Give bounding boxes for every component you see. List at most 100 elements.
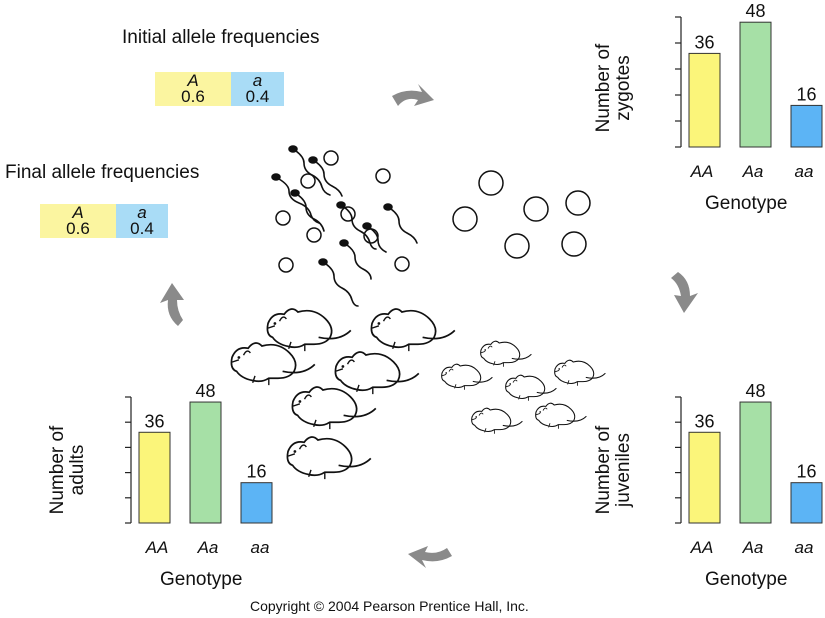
juveniles-value-label-AA: 36 [694, 411, 714, 431]
adults-y-axis-label-line2: adults [67, 444, 88, 496]
juveniles-tick-Aa: Aa [742, 538, 764, 557]
adults-tick-aa: aa [250, 538, 270, 557]
adult-mouse [266, 308, 352, 352]
adult-mouse [230, 342, 316, 386]
adult-mouse [334, 351, 420, 395]
adults-value-label-Aa: 48 [195, 381, 215, 401]
final-allele-a-value: 0.4 [130, 219, 154, 238]
adults-value-label-aa: 16 [246, 462, 266, 482]
copyright-notice: Copyright © 2004 Pearson Prentice Hall, … [250, 598, 529, 614]
juveniles-tick-aa: aa [794, 538, 814, 557]
final-allele-A-label: A [72, 203, 84, 222]
arrow-right-icon [671, 272, 698, 313]
zygotes-x-axis-label: Genotype [705, 193, 788, 214]
juveniles-y-axis-label-line1: Number of [593, 425, 614, 515]
egg-small [375, 168, 391, 184]
final-freq-title: Final allele frequencies [5, 162, 200, 183]
juveniles-y-axis-label-line2: juveniles [613, 433, 634, 507]
adults-chart: 36 48 16 [125, 381, 285, 524]
adults-y-axis-label-line1: Number of [47, 425, 68, 515]
juveniles-value-label-aa: 16 [796, 462, 816, 482]
juveniles-tick-AA: AA [690, 538, 714, 557]
zygotes-tick-aa: aa [794, 162, 814, 181]
initial-allele-A-cell: A 0.6 [155, 72, 231, 106]
juveniles-value-label-Aa: 48 [745, 381, 765, 401]
zygotes-bar-Aa [739, 21, 772, 148]
adults-tick-Aa: Aa [197, 538, 219, 557]
final-freq-table: A 0.6 a 0.4 [40, 204, 168, 238]
juveniles-y-axis-label: Number of juveniles [593, 405, 634, 535]
egg-small [278, 257, 294, 273]
egg-small [323, 150, 339, 166]
zygotes-bar-aa [790, 104, 823, 148]
juveniles-bar-AA [688, 431, 721, 524]
zygotes-tick-Aa: Aa [742, 162, 764, 181]
sperm [383, 203, 418, 244]
adult-mouse [286, 436, 372, 480]
egg-large [561, 231, 587, 257]
juveniles-x-axis-label: Genotype [705, 569, 788, 590]
juvenile-mice [441, 340, 606, 435]
final-allele-a-cell: a 0.4 [116, 204, 168, 238]
juveniles-bars-svg: 36 48 16 [675, 381, 823, 524]
egg-large [565, 190, 591, 216]
zygotes-y-axis-label-line2: zygotes [613, 55, 634, 121]
zygotes-chart: 36 48 16 [675, 1, 825, 148]
zygotes-y-axis-label: Number of zygotes [593, 23, 634, 153]
arrow-group [160, 84, 698, 568]
adults-bar-aa [240, 482, 273, 524]
juvenile-mouse [535, 402, 587, 430]
sperm [336, 201, 377, 250]
juvenile-mouse [480, 340, 532, 368]
initial-freq-table: A 0.6 a 0.4 [155, 72, 284, 106]
juvenile-mouse [471, 407, 523, 435]
sperm [290, 189, 325, 232]
initial-allele-a-label: a [252, 71, 263, 90]
egg-large [452, 206, 478, 232]
final-allele-a-label: a [137, 203, 147, 222]
initial-allele-A-value: 0.6 [181, 87, 205, 106]
arrow-top-icon [392, 84, 434, 106]
adult-mouse [370, 308, 456, 352]
initial-allele-a-value: 0.4 [245, 87, 270, 106]
juvenile-mouse [505, 374, 557, 402]
sperm [308, 156, 343, 197]
adults-bar-AA [138, 431, 171, 524]
zygotes-y-axis-label-line1: Number of [593, 43, 614, 133]
zygotes-value-label-AA: 36 [694, 32, 714, 52]
egg-small [394, 256, 410, 272]
arrow-left-icon [160, 283, 184, 326]
arrow-bottom-icon [408, 546, 452, 568]
zygotes-bars-svg: 36 48 16 [675, 1, 823, 148]
egg-large [504, 233, 530, 259]
sperm [288, 145, 331, 196]
initial-freq-title: Initial allele frequencies [122, 27, 320, 48]
initial-allele-A-label: A [187, 71, 199, 90]
egg-small [275, 210, 291, 226]
juveniles-bar-Aa [739, 401, 772, 524]
zygotes-value-label-aa: 16 [796, 84, 816, 104]
adults-value-label-AA: 36 [144, 411, 164, 431]
adults-x-axis-label: Genotype [160, 569, 243, 590]
zygotes-panel: Number of zygotes 36 48 16 AA Aa aa Genoty… [593, 0, 825, 218]
final-allele-A-cell: A 0.6 [40, 204, 116, 238]
zygotes-tick-AA: AA [690, 162, 714, 181]
adults-bar-Aa [189, 401, 222, 524]
egg-small [306, 227, 322, 243]
sperm [339, 239, 372, 280]
sperm [318, 258, 359, 307]
juveniles-chart: 36 48 16 [675, 381, 825, 524]
egg-small [300, 173, 316, 189]
final-allele-A-value: 0.6 [66, 219, 90, 238]
adults-tick-AA: AA [145, 538, 169, 557]
juveniles-panel: Number of juveniles 36 48 16 AA Aa aa Geno… [593, 380, 825, 598]
adults-y-axis-label: Number of adults [47, 405, 88, 535]
initial-allele-a-cell: a 0.4 [231, 72, 284, 106]
adults-bars-svg: 36 48 16 [125, 381, 273, 524]
zygotes-value-label-Aa: 48 [745, 1, 765, 21]
adults-panel: Number of adults 36 48 16 AA Aa aa Genotyp… [45, 380, 285, 598]
juveniles-bar-aa [790, 482, 823, 524]
zygotes-bar-AA [688, 52, 721, 148]
